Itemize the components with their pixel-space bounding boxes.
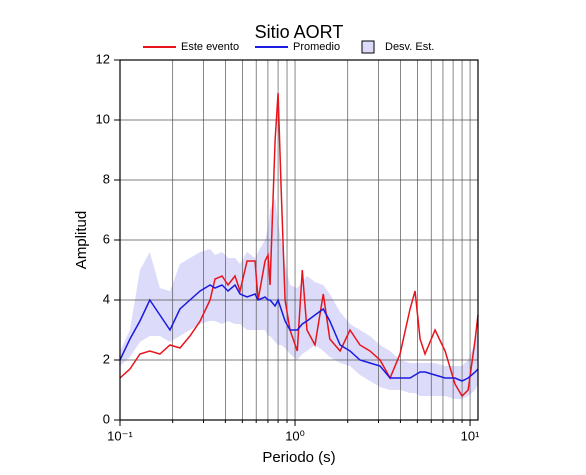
legend-swatch (361, 40, 375, 54)
y-tick-label: 10 (96, 111, 110, 126)
legend-label: Este evento (181, 41, 239, 53)
y-tick-label: 2 (103, 351, 110, 366)
x-tick-label: 10⁰ (285, 428, 305, 443)
y-tick-label: 0 (103, 411, 110, 426)
x-tick-label: 10⁻¹ (107, 428, 133, 443)
legend-label: Desv. Est. (385, 41, 434, 53)
x-axis-label: Periodo (s) (262, 449, 335, 466)
y-tick-label: 6 (103, 231, 110, 246)
legend: Este evento Promedio Desv. Est. (143, 40, 434, 54)
plot-frame (119, 59, 479, 421)
std-band (120, 198, 478, 399)
legend-label: Promedio (293, 41, 340, 53)
y-tick-label: 4 (103, 291, 110, 306)
y-tick-label: 8 (103, 171, 110, 186)
series-line (119, 283, 479, 382)
series-line (119, 92, 479, 398)
x-tick-label: 10¹ (461, 428, 480, 443)
chart-title: Sitio AORT (255, 22, 344, 42)
y-tick-label: 12 (96, 51, 110, 66)
y-axis-label: Amplitud (73, 211, 90, 269)
